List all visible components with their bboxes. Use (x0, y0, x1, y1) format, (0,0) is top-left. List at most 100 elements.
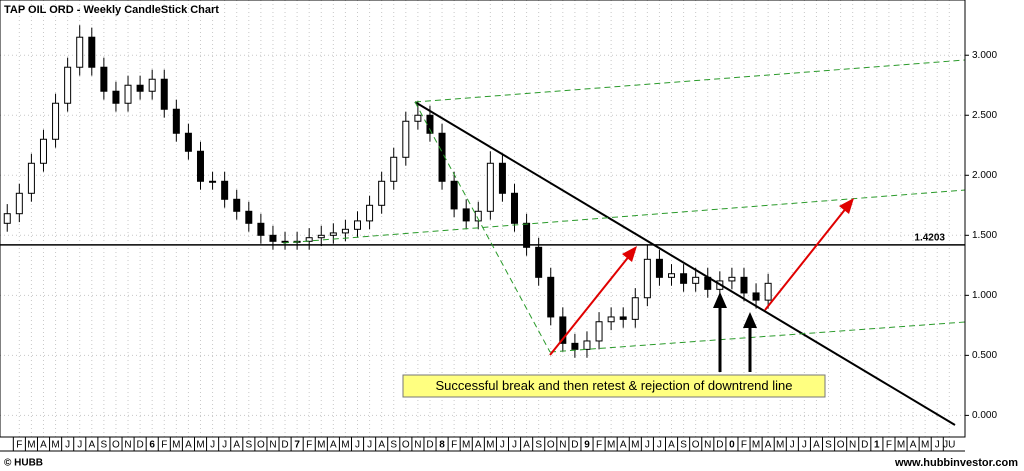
x-tick-label: A (40, 440, 47, 451)
candle-body (88, 36, 96, 68)
candle-body (209, 180, 217, 183)
x-tick-label: N (414, 440, 421, 451)
x-tick-label: S (535, 440, 542, 451)
candle-body (631, 297, 639, 320)
candle-body (329, 232, 337, 236)
x-tick-label: J (657, 440, 662, 451)
x-tick-label: J (500, 440, 505, 451)
candle-body (523, 222, 531, 248)
channel-line (414, 101, 551, 353)
x-tick-label: M (341, 440, 349, 451)
candle-body (366, 204, 374, 222)
x-tick-label: O (257, 440, 265, 451)
candle-body (547, 276, 555, 318)
candle-body (172, 108, 180, 134)
x-tick-label: A (330, 440, 337, 451)
x-tick-label: J (367, 440, 372, 451)
candle-body (27, 162, 35, 194)
x-tick-label: 9 (584, 440, 590, 451)
x-tick-label: O (547, 440, 555, 451)
x-tick-label: D (136, 440, 143, 451)
x-tick-label: F (306, 440, 312, 451)
candle-body (148, 78, 156, 92)
x-tick-label: J (645, 440, 650, 451)
website: www.hubbinvestor.com (894, 457, 1018, 469)
channel-line (282, 189, 966, 244)
x-tick-label: M (776, 440, 784, 451)
x-tick-label: J (355, 440, 360, 451)
candle-body (438, 132, 446, 182)
candle-body (378, 180, 386, 206)
candle-body (76, 36, 84, 68)
y-tick-label: 0.000 (972, 410, 997, 421)
candle-body (305, 237, 313, 242)
chart-title: TAP OIL ORD - Weekly CandleStick Chart (4, 4, 219, 16)
x-tick-label: M (607, 440, 615, 451)
x-tick-label: J (222, 440, 227, 451)
x-tick-label: D (426, 440, 433, 451)
x-tick-label: D (861, 440, 868, 451)
candle-body (160, 78, 168, 110)
x-tick-label: J (77, 440, 82, 451)
candle-body (462, 208, 470, 222)
candle-body (221, 180, 229, 200)
x-tick-label: A (620, 440, 627, 451)
x-tick-label: M (486, 440, 494, 451)
red-arrow (549, 254, 631, 356)
y-tick-label: 3.000 (972, 50, 997, 61)
candle-body (486, 162, 494, 212)
candle-body (269, 234, 277, 242)
x-tick-label: J (65, 440, 70, 451)
candle-body (52, 102, 60, 140)
y-tick-label: 1.000 (972, 290, 997, 301)
x-tick-label: A (813, 440, 820, 451)
x-tick-label: A (233, 440, 240, 451)
plot-frame (0, 0, 966, 438)
x-tick-label: A (185, 440, 192, 451)
x-tick-label: S (390, 440, 397, 451)
candle-body (752, 292, 760, 301)
candle-body (281, 240, 289, 243)
candle-body (535, 246, 543, 278)
arrow-head (839, 198, 854, 214)
x-tick-label: O (837, 440, 845, 451)
candle-body (474, 210, 482, 222)
candle-body (511, 192, 519, 224)
x-tick-label: 1 (874, 440, 880, 451)
x-tick-label: M (196, 440, 204, 451)
x-tick-label: M (317, 440, 325, 451)
candle-body (136, 84, 144, 92)
x-tick-label: N (704, 440, 711, 451)
x-tick-label: D (281, 440, 288, 451)
candle-body (112, 90, 120, 104)
x-tick-label: M (172, 440, 180, 451)
candle-body (595, 321, 603, 342)
candle-body (655, 258, 663, 278)
x-tick-label: 7 (294, 440, 300, 451)
candle-body (100, 66, 108, 92)
arrow-head (622, 246, 637, 262)
x-tick-label: N (124, 440, 131, 451)
x-tick-label: M (921, 440, 929, 451)
red-arrow (764, 206, 848, 311)
downtrend-line (414, 101, 956, 426)
x-tick-label: A (668, 440, 675, 451)
annotation-box (402, 374, 826, 398)
plot (0, 25, 965, 358)
candle-body (680, 273, 688, 284)
x-tick-label: F (451, 440, 457, 451)
candle-body (317, 234, 325, 239)
y-tick-label: 2.000 (972, 170, 997, 181)
x-tick-label: J (790, 440, 795, 451)
candle-body (583, 340, 591, 350)
annotation: Successful break and then retest & rejec… (436, 378, 793, 393)
candle-body (245, 210, 253, 224)
candle-body (450, 180, 458, 210)
x-tick-label: S (825, 440, 832, 451)
x-tick-label: N (849, 440, 856, 451)
y-tick-label: 1.500 (972, 230, 997, 241)
x-tick-label: F (886, 440, 892, 451)
x-tick-label: M (462, 440, 470, 451)
candle-body (353, 220, 361, 230)
